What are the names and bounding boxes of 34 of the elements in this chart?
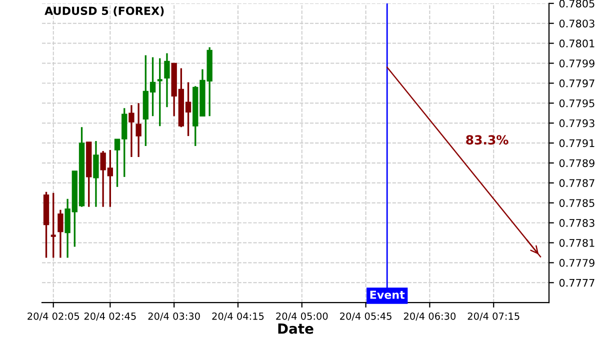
candlestick bbox=[136, 102, 142, 158]
x-tick-label: 20/4 07:15 bbox=[468, 312, 520, 321]
candlestick bbox=[50, 192, 57, 259]
x-tick-label: 20/4 05:45 bbox=[340, 312, 392, 321]
y-tick-label: 0.7783 bbox=[559, 219, 594, 227]
x-tick-label: 20/4 06:30 bbox=[404, 312, 456, 321]
candlestick bbox=[128, 104, 134, 158]
y-tick-label: 0.7799 bbox=[559, 59, 594, 68]
candlestick bbox=[164, 52, 170, 108]
y-tick-label: 0.7789 bbox=[559, 159, 594, 168]
x-tick-label: 20/4 04:15 bbox=[212, 312, 264, 321]
y-tick-label: 0.7781 bbox=[559, 238, 594, 247]
y-tick-label: 0.7779 bbox=[559, 258, 594, 267]
y-tick-label: 0.7787 bbox=[559, 179, 594, 188]
ref-line-label: Event bbox=[370, 290, 405, 299]
y-tick-label: 0.7777 bbox=[559, 278, 594, 287]
annotation: 83.3% bbox=[466, 135, 508, 145]
chart-title: AUDUSD 5 (FOREX) bbox=[44, 6, 164, 16]
y-tick-label: 0.7801 bbox=[559, 40, 594, 48]
candlestick bbox=[58, 209, 64, 259]
y-tick-label: 0.7785 bbox=[559, 199, 594, 207]
y-tick-label: 0.7791 bbox=[559, 139, 594, 148]
x-tick-label: 20/4 05:00 bbox=[276, 312, 328, 321]
y-tick-label: 0.7795 bbox=[559, 99, 594, 108]
x-axis-title: Date bbox=[278, 324, 314, 334]
candlestick bbox=[93, 140, 99, 208]
x-tick-label: 20/4 02:05 bbox=[28, 312, 79, 321]
y-tick-label: 0.7805 bbox=[559, 0, 594, 8]
y-tick-label: 0.7793 bbox=[559, 119, 594, 128]
y-tick-label: 0.7797 bbox=[559, 79, 594, 88]
candlestick bbox=[156, 57, 164, 127]
x-tick-label: 20/4 02:45 bbox=[84, 312, 136, 321]
y-tick-label: 0.7803 bbox=[559, 20, 594, 28]
x-tick-label: 20/4 03:30 bbox=[148, 312, 200, 321]
